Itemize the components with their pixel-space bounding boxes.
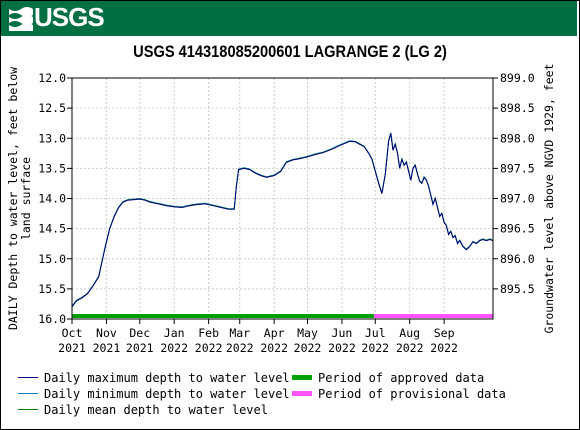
left-tick-label: 14.0	[38, 192, 66, 206]
x-tick-month: Jun	[332, 326, 353, 340]
series-lines	[71, 132, 494, 308]
left-tick-label: 13.5	[38, 161, 66, 175]
period-bar	[374, 314, 493, 318]
usgs-logo-text: USGS	[34, 2, 105, 32]
right-tick-label: 896.0	[500, 252, 535, 266]
right-axis-label: Groundwater level above NGVD 1929, feet	[542, 63, 556, 333]
x-tick-year: 2022	[430, 341, 458, 355]
x-tick-month: Sep	[434, 326, 455, 340]
left-tick-label: 13.0	[38, 131, 66, 145]
legend-swatch	[292, 375, 312, 380]
left-axis-ticks: 12.0 12.5 13.0 13.5 14.0 14.5 15.0 15.5 16.0	[38, 71, 72, 326]
x-tick-month: Jan	[164, 326, 185, 340]
legend-label: Period of approved data	[318, 371, 485, 385]
left-tick-label: 12.0	[38, 71, 66, 85]
period-bars	[72, 314, 493, 318]
right-tick-label: 897.5	[500, 161, 535, 175]
x-tick-month: Oct	[62, 326, 83, 340]
x-tick-month: Feb	[198, 326, 219, 340]
right-tick-label: 895.5	[500, 282, 535, 296]
x-axis-ticks: Oct2021Nov2021Dec2021Jan2022Feb2022Mar20…	[58, 319, 458, 355]
x-tick-year: 2022	[294, 341, 322, 355]
left-tick-label: 15.0	[38, 252, 66, 266]
x-tick-month: May	[297, 326, 318, 340]
x-tick-year: 2022	[260, 341, 288, 355]
legend-swatch	[292, 391, 312, 396]
legend-label: Daily minimum depth to water level	[44, 387, 290, 401]
series-line-2	[71, 132, 494, 307]
chart-grid	[71, 77, 493, 320]
left-axis-label: DAILY Depth to water level, feet belowla…	[6, 67, 33, 330]
usgs-banner: USGS	[1, 1, 577, 36]
legend-label: Period of provisional data	[318, 387, 506, 401]
legend-swatch	[18, 409, 38, 410]
legend-label: Daily maximum depth to water level	[44, 371, 290, 385]
x-tick-month: Aug	[399, 326, 420, 340]
x-tick-year: 2022	[195, 341, 223, 355]
series-line-0	[71, 133, 494, 308]
x-tick-month: Jul	[365, 326, 386, 340]
x-tick-year: 2021	[126, 341, 154, 355]
x-tick-month: Mar	[229, 326, 250, 340]
right-tick-label: 897.0	[500, 192, 535, 206]
legend-label: Daily mean depth to water level	[44, 403, 268, 417]
x-tick-month: Nov	[96, 326, 117, 340]
right-axis-ticks: 899.0 898.5 898.0 897.5 897.0 896.5 896.0 895.5	[493, 71, 535, 296]
x-tick-year: 2022	[160, 341, 188, 355]
right-tick-label: 896.5	[500, 222, 535, 236]
usgs-logo-icon	[9, 7, 33, 31]
x-tick-year: 2022	[226, 341, 254, 355]
x-tick-year: 2022	[328, 341, 356, 355]
x-tick-year: 2022	[361, 341, 389, 355]
left-tick-label: 16.0	[38, 312, 66, 326]
legend-swatch	[18, 393, 38, 394]
legend-swatch	[18, 377, 38, 378]
legend: Daily maximum depth to water level Daily …	[18, 370, 578, 426]
x-tick-year: 2022	[396, 341, 424, 355]
chart-title: USGS 414318085200601 LAGRANGE 2 (LG 2)	[133, 42, 447, 61]
x-tick-year: 2021	[58, 341, 86, 355]
left-tick-label: 15.5	[38, 282, 66, 296]
right-tick-label: 898.0	[500, 131, 535, 145]
series-line-1	[71, 132, 494, 307]
right-tick-label: 898.5	[500, 101, 535, 115]
x-tick-year: 2021	[93, 341, 121, 355]
x-tick-month: Apr	[264, 326, 285, 340]
right-tick-label: 899.0	[500, 71, 535, 85]
left-tick-label: 12.5	[38, 101, 66, 115]
x-tick-month: Dec	[129, 326, 150, 340]
period-bar	[72, 314, 375, 318]
left-tick-label: 14.5	[38, 222, 66, 236]
